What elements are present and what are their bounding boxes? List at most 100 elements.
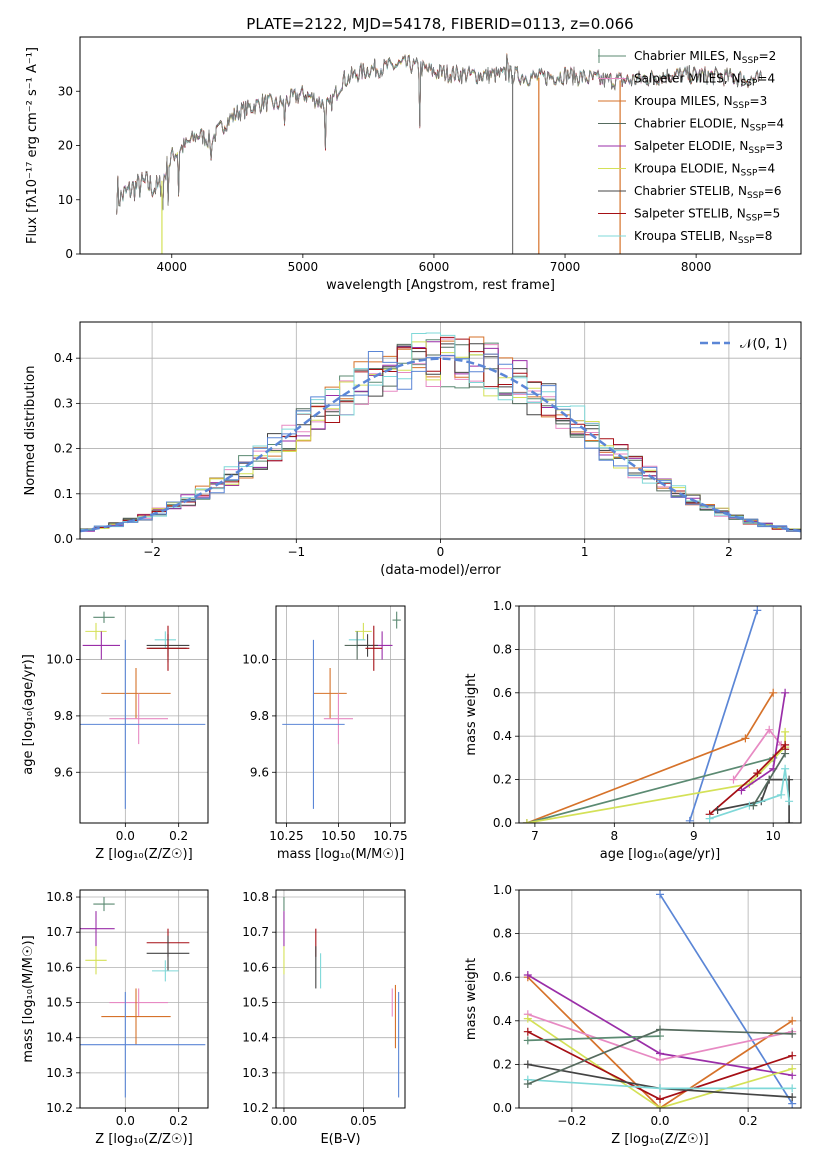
x-tick-label: 2 bbox=[725, 545, 733, 559]
mass_vs_ebv-plot-area bbox=[283, 897, 400, 1098]
series-marker bbox=[788, 1093, 797, 1102]
y-tick-label: 10.4 bbox=[46, 1031, 73, 1045]
series-line bbox=[527, 1017, 793, 1108]
x-axis-label: Z [log₁₀(Z/Z☉)] bbox=[95, 1132, 192, 1147]
x-tick-label: 0.0 bbox=[116, 1114, 135, 1128]
errorbar-point bbox=[85, 946, 107, 975]
series-marker bbox=[777, 790, 786, 799]
legend-label: Chabrier STELIB, NSSP=6 bbox=[634, 184, 782, 201]
y-axis-label: Flux [fλ10⁻¹⁷ erg cm⁻² s⁻¹ A⁻¹] bbox=[25, 47, 40, 244]
x-tick-label: 0.0 bbox=[116, 829, 135, 843]
x-tick-label: −0.2 bbox=[557, 1114, 586, 1128]
series-marker bbox=[785, 797, 794, 806]
x-tick-label: 5000 bbox=[288, 260, 319, 274]
errorbar-point bbox=[82, 631, 120, 660]
x-tick-label: 0.0 bbox=[650, 1114, 669, 1128]
y-tick-label: 1.0 bbox=[493, 599, 512, 613]
series-line bbox=[688, 610, 759, 822]
series-marker bbox=[788, 1064, 797, 1073]
age_vs_Z-plot-area bbox=[80, 611, 206, 809]
x-tick-label: 7000 bbox=[550, 260, 581, 274]
normal-curve bbox=[80, 357, 801, 533]
x-tick-label: 10.50 bbox=[321, 829, 355, 843]
x-tick-label: 4000 bbox=[156, 260, 187, 274]
errorbar-point bbox=[80, 911, 115, 947]
legend-label: Chabrier MILES, NSSP=2 bbox=[634, 49, 776, 66]
age_vs_Z-axes: 0.0 0.2 9.6 9.8 10.0 Z [log₁₀(Z/Z☉)] age [log₁… bbox=[21, 605, 209, 862]
y-tick-label: 10 bbox=[58, 193, 73, 207]
legend-label: Kroupa MILES, NSSP=3 bbox=[634, 94, 767, 111]
errorbar-point bbox=[355, 622, 372, 640]
y-tick-label: 0.2 bbox=[493, 1057, 512, 1071]
series-marker bbox=[523, 1080, 532, 1089]
series-marker bbox=[656, 1095, 664, 1104]
series-marker bbox=[523, 1060, 532, 1069]
y-tick-label: 10.8 bbox=[46, 890, 73, 904]
series-marker bbox=[753, 606, 762, 615]
axes-frame bbox=[79, 321, 802, 540]
axes-frame bbox=[275, 889, 406, 1109]
histogram-step bbox=[80, 351, 801, 532]
errorbar-point bbox=[109, 693, 168, 745]
legend-label: Salpeter STELIB, NSSP=5 bbox=[634, 207, 780, 224]
y-tick-label: 9.8 bbox=[54, 709, 73, 723]
errorbar-point bbox=[101, 668, 171, 719]
y-tick-label: 0.4 bbox=[54, 351, 73, 365]
x-tick-label: 0 bbox=[437, 545, 445, 559]
massweight_vs_Z-axes: −0.2 0.0 0.2 0.0 0.2 0.4 0.6 0.8 1.0 Z [log₁₀(Z/Z… bbox=[464, 883, 802, 1147]
x-axis-label: Z [log₁₀(Z/Z☉)] bbox=[611, 1132, 708, 1147]
axes-frame bbox=[79, 889, 209, 1109]
legend-label: Chabrier ELODIE, NSSP=4 bbox=[634, 117, 784, 134]
x-tick-label: 6000 bbox=[419, 260, 450, 274]
series-marker bbox=[656, 1056, 664, 1065]
series-marker bbox=[788, 1029, 797, 1038]
y-axis-label: mass [log₁₀(M/M☉)] bbox=[21, 935, 36, 1062]
y-tick-label: 10.0 bbox=[46, 653, 73, 667]
x-tick-label: 7 bbox=[531, 829, 539, 843]
x-tick-label: −2 bbox=[143, 545, 161, 559]
series-marker bbox=[781, 688, 790, 697]
y-axis-label: age [log₁₀(age/yr)] bbox=[21, 654, 36, 775]
series-marker bbox=[523, 1027, 532, 1036]
y-tick-label: 0.2 bbox=[493, 773, 512, 787]
y-tick-label: 9.6 bbox=[54, 765, 73, 779]
series-marker bbox=[765, 725, 774, 734]
x-tick-label: 0.2 bbox=[169, 829, 188, 843]
y-tick-label: 0.4 bbox=[493, 1014, 512, 1028]
y-tick-label: 0.8 bbox=[493, 642, 512, 656]
y-tick-label: 1.0 bbox=[493, 883, 512, 897]
y-tick-label: 0.2 bbox=[54, 442, 73, 456]
errorbar-point bbox=[85, 622, 107, 640]
y-tick-label: 10.3 bbox=[46, 1066, 73, 1080]
series-line bbox=[659, 893, 793, 1105]
series-line bbox=[526, 731, 786, 823]
errorbar-point bbox=[357, 634, 378, 657]
histogram-step bbox=[80, 336, 801, 532]
x-axis-label: (data-model)/error bbox=[380, 563, 501, 578]
y-tick-label: 10.5 bbox=[46, 996, 73, 1010]
histogram-step bbox=[80, 332, 801, 532]
age_vs_mass-plot-area bbox=[282, 611, 401, 809]
residuals-axes: −2 −1 0 1 2 0.0 0.1 0.2 0.3 0.4 (data-model)/error… bbox=[23, 321, 802, 578]
legend-label: Kroupa ELODIE, NSSP=4 bbox=[634, 162, 775, 179]
series-marker bbox=[785, 819, 794, 823]
y-tick-label: 0.6 bbox=[493, 686, 512, 700]
series-marker bbox=[523, 1036, 532, 1045]
spectrum-axes: 4000 5000 6000 7000 8000 0 10 20 30 wavelength [A… bbox=[25, 36, 802, 293]
series-marker bbox=[753, 769, 762, 778]
x-tick-label: 8000 bbox=[681, 260, 712, 274]
age_vs_mass-axes: 10.25 10.50 10.75 9.6 9.8 10.0 mass [log₁₀(M/M… bbox=[242, 605, 408, 862]
series-marker bbox=[781, 749, 790, 758]
series-marker bbox=[656, 1025, 664, 1034]
observed-spectrum-line bbox=[116, 54, 762, 215]
errorbar-point bbox=[323, 693, 353, 745]
series-marker bbox=[685, 816, 694, 823]
axes-frame bbox=[518, 605, 802, 824]
y-tick-label: 10.5 bbox=[242, 996, 269, 1010]
x-tick-label: 10.25 bbox=[269, 829, 303, 843]
series-marker bbox=[523, 971, 532, 980]
spectrum-plot-area bbox=[116, 53, 763, 254]
mass_vs_ebv-axes: 0.00 0.05 10.2 10.3 10.4 10.5 10.6 10.7 10.8 E(B-… bbox=[242, 889, 406, 1147]
series-line bbox=[527, 976, 793, 1108]
